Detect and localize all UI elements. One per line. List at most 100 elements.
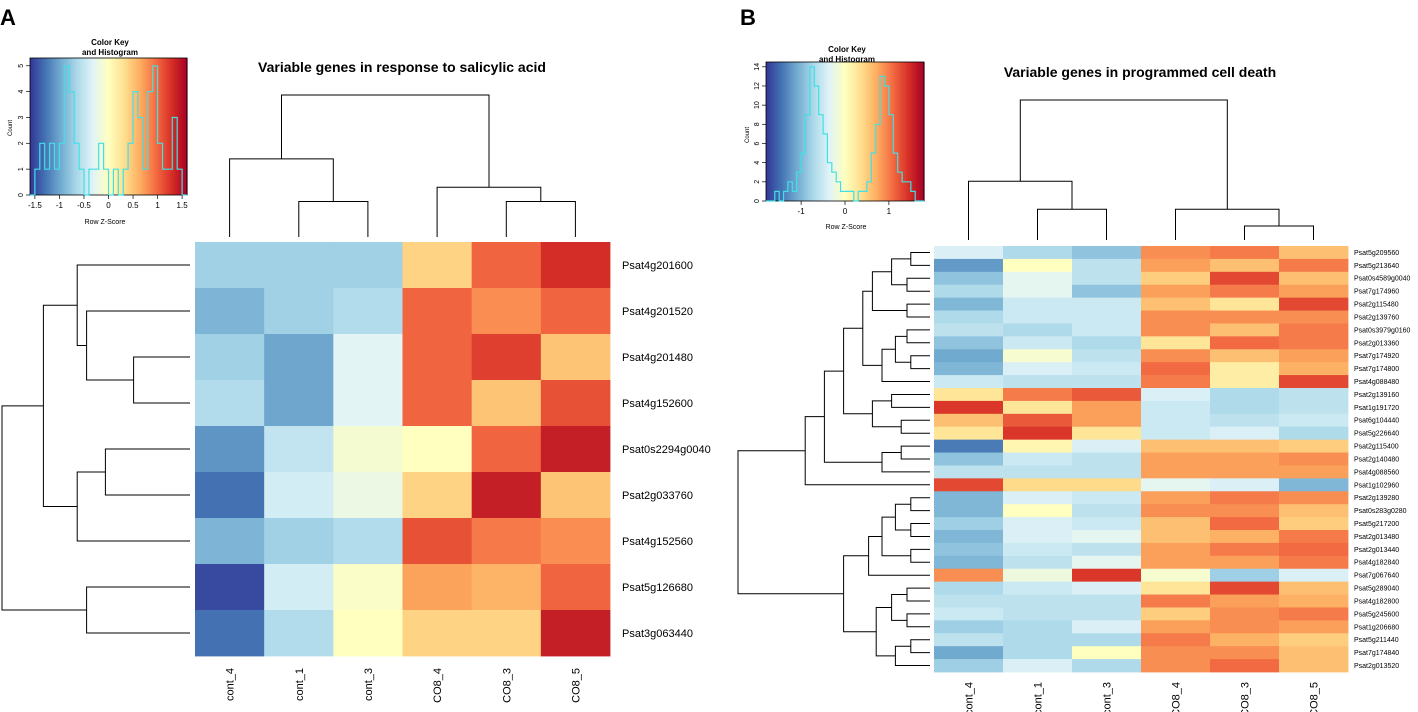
heatmap-cell: [264, 472, 334, 519]
heatmap-cell: [1003, 659, 1073, 673]
panel-b-column-dendrogram: [968, 99, 1314, 240]
column-dendrogram-branch: [968, 180, 1073, 240]
color-key-strip: [37, 58, 40, 195]
color-key-strip: [116, 58, 119, 195]
color-key-strip: [60, 58, 62, 195]
color-key-strip: [112, 58, 115, 195]
color-key-strip: [913, 62, 916, 201]
heatmap-cell: [1003, 633, 1073, 647]
heatmap-cell: [1141, 646, 1211, 660]
heatmap-cell: [540, 334, 611, 381]
heatmap-cell: [1141, 284, 1211, 299]
heatmap-cell: [471, 242, 542, 289]
heatmap-cell: [1072, 284, 1142, 299]
row-label: Psat0s3979g0160: [1354, 327, 1411, 334]
color-key-strip: [158, 58, 161, 195]
row-dendrogram-branch: [737, 450, 844, 595]
color-key-strip: [806, 62, 809, 201]
heatmap-cell: [1210, 633, 1280, 647]
heatmap-cell: [1072, 633, 1142, 647]
color-key-strip: [172, 58, 175, 195]
column-dendrogram-branch: [1175, 208, 1280, 240]
color-key-strip: [143, 58, 146, 195]
color-key-strip: [905, 62, 908, 201]
row-label: Psat4g201600: [622, 260, 693, 272]
heatmap-cell: [934, 375, 1004, 389]
color-key-histogram: [30, 65, 187, 196]
heatmap-cell: [1072, 607, 1142, 621]
heatmap-cell: [540, 518, 611, 565]
color-key-strip: [129, 58, 132, 195]
color-key-strip: [766, 62, 768, 201]
heatmap-cell: [402, 380, 473, 427]
heatmap-cell: [264, 564, 334, 611]
row-dendrogram-branch: [894, 335, 911, 363]
row-dendrogram-branch: [875, 607, 896, 657]
heatmap-cell: [934, 568, 1004, 583]
heatmap-cell: [1003, 555, 1073, 570]
column-label: cont_4: [225, 668, 237, 701]
color-key-ytick-label: 2: [754, 180, 761, 184]
color-key-strip: [817, 62, 820, 201]
heatmap-cell: [1003, 400, 1073, 415]
heatmap-cell: [934, 452, 1004, 466]
heatmap-cell: [402, 242, 473, 289]
row-dendrogram-branch: [906, 303, 930, 318]
heatmap-cell: [195, 564, 265, 611]
color-key-strip: [880, 62, 883, 201]
panel-label-b: B: [740, 5, 756, 30]
heatmap-cell: [1210, 323, 1280, 337]
color-key-strip: [39, 58, 42, 195]
color-key-strip: [793, 62, 796, 201]
color-key-strip: [90, 58, 93, 195]
heatmap-cell: [1072, 271, 1142, 286]
row-dendrogram-branch: [906, 587, 930, 602]
row-label: Psat7g174800: [1354, 366, 1399, 373]
color-key-ytick-label: 0: [754, 199, 761, 203]
row-label: Psat4g088480: [1354, 379, 1399, 386]
color-key-strip: [908, 62, 911, 201]
column-dendrogram-branch: [1244, 225, 1314, 240]
heatmap-cell: [1072, 504, 1142, 518]
heatmap-cell: [471, 518, 542, 565]
heatmap-cell: [1210, 659, 1280, 673]
color-key-strip: [30, 58, 32, 195]
heatmap-cell: [1279, 349, 1349, 363]
color-key-strip: [916, 62, 919, 201]
heatmap-cell: [1072, 336, 1142, 350]
panel-b-column-labels: cont_4 cont_1 cont_3 CO8_4 CO8_3 CO8_5: [964, 682, 1321, 712]
heatmap-cell: [402, 610, 473, 657]
row-dendrogram-branch: [910, 355, 930, 370]
color-key-strip: [767, 62, 770, 201]
heatmap-cell: [934, 362, 1004, 376]
heatmap-cell: [1141, 542, 1211, 557]
row-label: Psat1g206680: [1354, 624, 1399, 631]
color-key-strip: [47, 58, 49, 195]
heatmap-cell: [1003, 426, 1073, 441]
color-key-strip: [36, 58, 39, 195]
column-label: CO8_4: [1171, 682, 1183, 712]
heatmap-cell: [195, 242, 265, 289]
panel-a-heatmap-cells: [195, 242, 611, 657]
color-key-strip: [887, 62, 890, 201]
color-key-strip: [772, 62, 775, 201]
color-key-strip: [896, 62, 899, 201]
panel-a-color-key: -1.5 -1 -0.5 0 0.5 1 1.5 0 1 2 3 4 5: [18, 57, 188, 210]
color-key-strip: [859, 62, 862, 201]
row-label: Psat5g209560: [1354, 250, 1399, 257]
color-key-strip: [103, 58, 106, 195]
heatmap-cell: [1072, 413, 1142, 428]
color-key-strip: [177, 58, 180, 195]
heatmap-cell: [1072, 388, 1142, 402]
heatmap-cell: [471, 334, 542, 381]
row-label: Psat2g115480: [1354, 302, 1399, 309]
heatmap-cell: [333, 518, 403, 565]
heatmap-cell: [1210, 349, 1280, 363]
heatmap-cell: [1279, 517, 1349, 531]
heatmap-cell: [264, 288, 334, 335]
color-key-strip: [895, 62, 897, 201]
row-dendrogram-branch: [906, 613, 930, 628]
color-key-strip: [825, 62, 828, 201]
heatmap-cell: [471, 380, 542, 427]
heatmap-cell: [1210, 542, 1280, 557]
